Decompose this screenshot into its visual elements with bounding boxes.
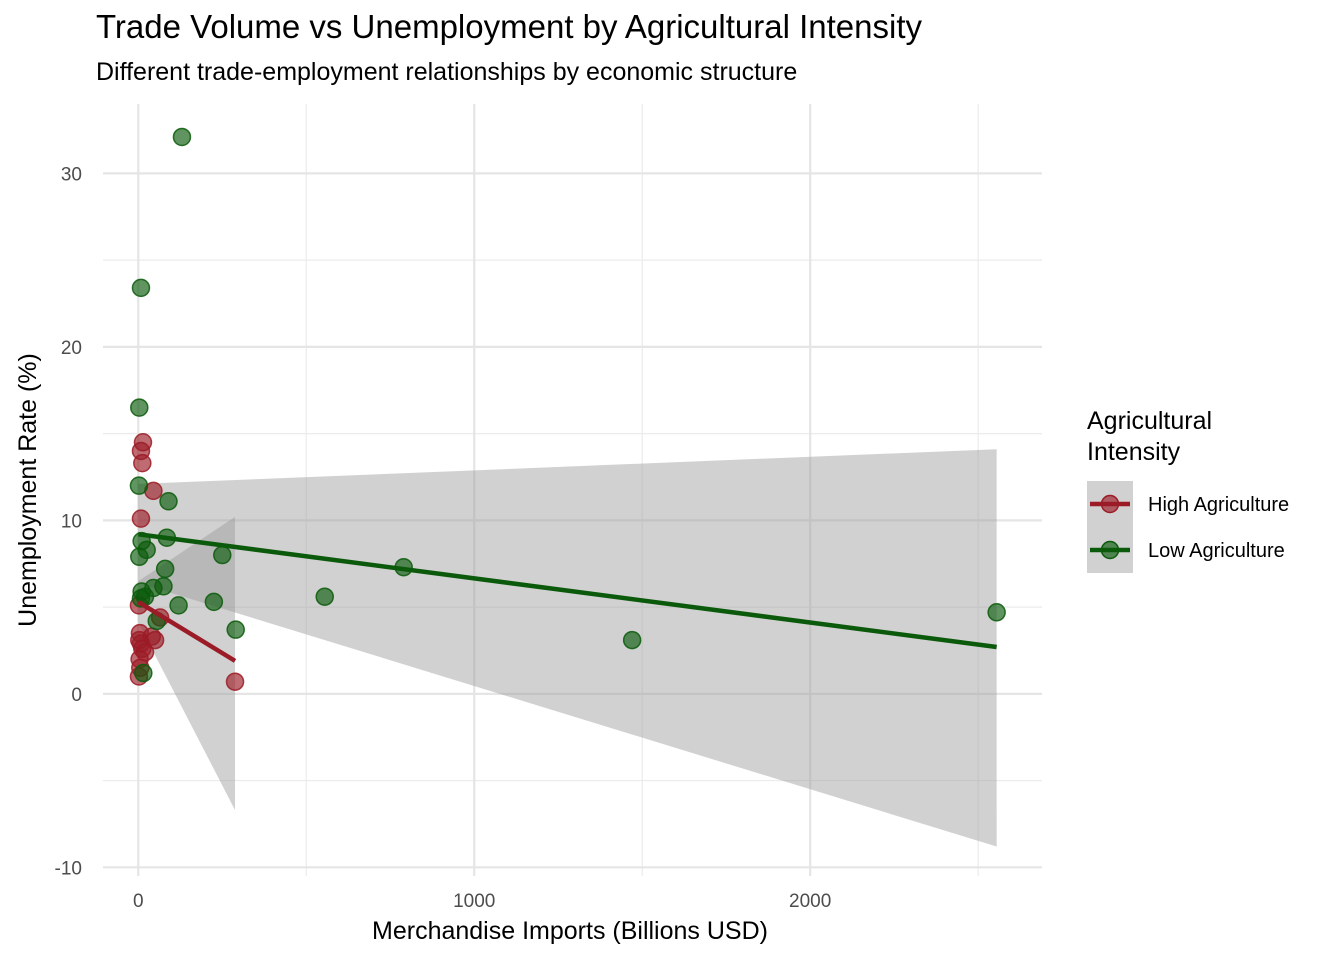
y-tick-label: 10 (61, 511, 82, 532)
legend-title: Agricultural Intensity (1087, 407, 1213, 466)
legend: High Agriculture Low Agriculture (1087, 481, 1289, 573)
y-tick-label: 0 (71, 685, 82, 706)
data-point (131, 278, 151, 298)
confidence-ribbons (138, 449, 997, 847)
trend-lines (137, 532, 997, 663)
trend-line (137, 599, 237, 663)
data-points (129, 127, 1006, 691)
y-tick-label: 30 (61, 164, 82, 185)
confidence-band (138, 449, 997, 847)
trend-line (137, 532, 997, 650)
y-axis-title: Unemployment Rate (%) (14, 353, 42, 627)
x-tick-label: 1000 (453, 891, 495, 912)
data-point (145, 630, 165, 650)
tick-labels: 0 1000 2000 -10 0 10 20 30 (55, 164, 832, 912)
data-point (130, 547, 149, 567)
legend-label: Low Agriculture (1148, 540, 1285, 562)
data-point (204, 592, 224, 612)
data-point (315, 587, 334, 606)
legend-key-point (1100, 494, 1120, 514)
data-point (622, 630, 642, 650)
x-axis-title: Merchandise Imports (Billions USD) (372, 917, 768, 945)
data-point (133, 453, 152, 473)
data-point (131, 589, 151, 608)
data-point (134, 663, 153, 683)
data-point (154, 577, 173, 596)
data-point (987, 603, 1006, 622)
data-point (213, 545, 232, 565)
data-point (225, 672, 245, 691)
data-point (131, 509, 151, 528)
data-point (129, 476, 149, 495)
x-tick-label: 2000 (789, 891, 831, 912)
data-point (130, 398, 149, 417)
data-point (155, 559, 175, 579)
data-point (159, 492, 178, 511)
y-tick-label: 20 (61, 338, 82, 359)
y-tick-label: -10 (55, 858, 82, 879)
data-point (169, 596, 188, 615)
data-point (172, 127, 192, 147)
legend-key-point (1100, 540, 1120, 560)
x-tick-label: 0 (133, 891, 144, 912)
chart-subtitle: Different trade-employment relationships… (96, 58, 798, 86)
chart-title: Trade Volume vs Unemployment by Agricult… (96, 8, 922, 45)
data-point (226, 620, 245, 639)
legend-label: High Agriculture (1148, 494, 1289, 516)
